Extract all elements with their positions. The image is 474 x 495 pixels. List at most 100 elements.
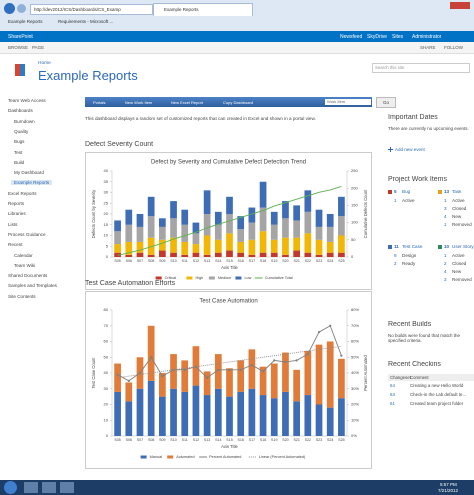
state-count[interactable]: 1: [444, 253, 447, 258]
bar: [114, 244, 121, 253]
taskbar-icon[interactable]: [42, 482, 56, 493]
marker: [161, 375, 164, 378]
y-tick-label: 30: [104, 386, 109, 391]
state-count[interactable]: 4: [444, 214, 447, 219]
ribbon-tab[interactable]: PAGE: [32, 45, 45, 50]
toolbar-button[interactable]: Portals: [93, 99, 106, 105]
bar: [270, 224, 278, 240]
nav-link[interactable]: Build: [14, 159, 25, 165]
y-tick-label: 100: [351, 220, 358, 225]
bar: [214, 252, 222, 257]
x-tick-label: S06: [126, 438, 132, 442]
y-tick-label: 0: [351, 254, 354, 259]
bar: [136, 241, 144, 253]
x-tick-label: S17: [249, 259, 255, 263]
work-item-type[interactable]: Bug: [402, 190, 411, 194]
legend-swatch: [208, 276, 215, 280]
bar: [125, 254, 133, 257]
taskbar-icon[interactable]: [60, 482, 74, 493]
taskbar-icon[interactable]: [24, 482, 38, 493]
breadcrumb[interactable]: Home: [38, 61, 51, 66]
state-count[interactable]: 1: [444, 198, 447, 203]
user-menu[interactable]: Administrator: [412, 33, 442, 40]
brand[interactable]: SharePoint: [8, 33, 33, 40]
nav-link[interactable]: Bugs: [14, 139, 25, 145]
add-event-link[interactable]: Add new event: [395, 147, 425, 152]
toolbar-button[interactable]: New Excel Report: [171, 99, 204, 105]
nav-link[interactable]: Calendar: [14, 252, 33, 258]
state-count[interactable]: 3: [444, 206, 447, 211]
nav-link[interactable]: Samples and Templates: [8, 283, 57, 289]
nav-link[interactable]: Process Guidance: [8, 231, 46, 237]
work-item-count[interactable]: 11: [394, 244, 399, 249]
forward-button[interactable]: [17, 4, 26, 13]
bar: [170, 252, 177, 257]
state-count[interactable]: 3: [444, 277, 447, 282]
nav-link[interactable]: Excel Reports: [8, 190, 37, 196]
nav-link[interactable]: Example Reports: [11, 180, 53, 186]
work-item-input[interactable]: Work Item: [325, 98, 371, 105]
favorite-link[interactable]: Requirements - Microsoft ...: [58, 19, 114, 24]
toolbar-button[interactable]: Copy Dashboard: [223, 99, 254, 105]
work-item-count[interactable]: 5: [394, 190, 397, 194]
nav-link[interactable]: Test: [14, 149, 23, 155]
nav-link[interactable]: My Dashboard: [14, 170, 44, 176]
legend-label: Medium: [218, 276, 232, 280]
state-count[interactable]: 1: [394, 198, 397, 203]
state-count[interactable]: 4: [444, 269, 447, 274]
nav-link[interactable]: Dashboards: [8, 108, 33, 114]
work-item-count[interactable]: 13: [444, 190, 450, 194]
ribbon-tab[interactable]: BROWSE: [8, 45, 29, 50]
changeset-id[interactable]: 64: [390, 383, 395, 388]
work-items: 5 Bug 1 Active 13 Task 1 Active 3 Closed 4 New 1 Remo…: [388, 190, 474, 290]
close-button[interactable]: [450, 2, 470, 9]
toolbar-button[interactable]: New Work Item: [125, 99, 153, 105]
x-tick-label: S24: [327, 259, 333, 263]
x-tick-label: S08: [148, 259, 154, 263]
back-button[interactable]: [4, 3, 15, 14]
nav-link[interactable]: Site Contents: [8, 293, 36, 299]
bar: [214, 224, 222, 240]
ribbon-action[interactable]: SHARE: [420, 45, 436, 50]
nav-link[interactable]: Team Web Access: [8, 98, 46, 103]
marker: [239, 368, 242, 371]
go-button[interactable]: Go: [376, 97, 396, 108]
nav-link[interactable]: Reports: [8, 201, 25, 206]
search-box[interactable]: Search this site: [372, 63, 470, 73]
suite-link[interactable]: SkyDrive: [367, 33, 388, 40]
suite-link[interactable]: Sites: [392, 33, 404, 40]
favorite-link[interactable]: Example Reports: [8, 19, 43, 24]
work-item-type[interactable]: Test Case: [402, 244, 423, 249]
browser-tab[interactable]: Example Reports: [153, 3, 253, 16]
nav-link[interactable]: Shared Documents: [8, 273, 48, 279]
bar: [282, 218, 289, 238]
suite-link[interactable]: Newsfeed: [340, 33, 363, 40]
start-button[interactable]: [4, 481, 17, 494]
bar: [315, 254, 323, 257]
state-count[interactable]: 1: [444, 222, 447, 227]
bar: [192, 244, 200, 253]
changeset-id[interactable]: 61: [390, 401, 395, 406]
bar: [259, 252, 267, 257]
bar: [282, 254, 289, 257]
state-count[interactable]: 2: [394, 261, 397, 266]
clock-time: 5:57 PM: [440, 482, 457, 487]
nav-link[interactable]: Lists: [8, 221, 18, 227]
changeset-id[interactable]: 63: [390, 392, 395, 397]
x-tick-label: S10: [170, 259, 176, 263]
work-item-type[interactable]: Task: [452, 190, 462, 194]
state-count[interactable]: 9: [394, 253, 397, 258]
ribbon-action[interactable]: FOLLOW: [444, 45, 464, 50]
address-bar[interactable]: http://dev2012/ICS/Dashboards/CS_Examp: [30, 4, 153, 15]
marker: [183, 368, 186, 371]
nav-link[interactable]: Quality: [14, 128, 29, 134]
work-item-count[interactable]: 10: [444, 244, 450, 249]
nav-link[interactable]: Team Wiki: [14, 262, 36, 268]
nav-link[interactable]: Burndown: [14, 118, 35, 124]
nav-link[interactable]: Recent: [8, 242, 23, 248]
state-count[interactable]: 2: [444, 261, 447, 266]
nav-link[interactable]: Libraries: [8, 211, 26, 217]
bar: [181, 391, 189, 436]
work-item-type[interactable]: User Story: [452, 244, 474, 249]
y-tick-label: 40: [104, 168, 109, 173]
